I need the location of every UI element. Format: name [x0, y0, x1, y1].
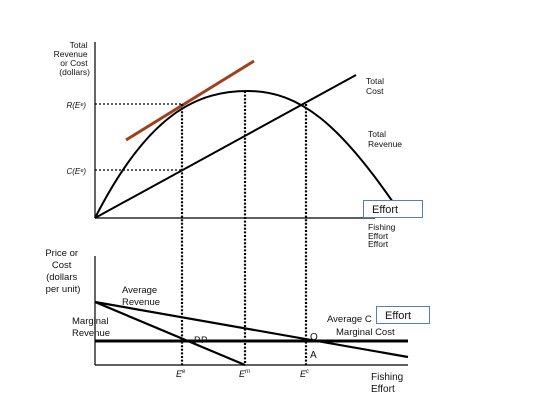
average-revenue-line — [94, 300, 409, 359]
total-revenue-curve — [94, 89, 396, 219]
total-cost-line — [94, 74, 357, 219]
point-a-label: A — [310, 350, 317, 361]
effort-box-top[interactable]: Effort — [363, 200, 423, 218]
point-p-label-second: P — [201, 335, 207, 346]
top-y-axis-label: Total Revenue or Cost (dollars) — [54, 40, 91, 77]
bottom-y-axis-label: Price or Cost (dollars per unit) — [45, 248, 80, 295]
top-x-axis-label: Fishing Effort Effort — [368, 222, 398, 249]
total-cost-label: Total Cost — [366, 76, 386, 96]
cost-at-effort-tick: C(Eᵉ) — [66, 167, 86, 176]
average-revenue-label: Average Revenue — [122, 285, 160, 308]
revenue-at-effort-tick: R(Eᵉ) — [66, 101, 86, 110]
marginal-revenue-label: Marginal Revenue — [72, 316, 111, 339]
effort-box-bottom[interactable]: Effort — [376, 306, 430, 324]
marginal-cost-label: Marginal Cost — [336, 327, 395, 338]
effort-m-tick: Em — [239, 369, 250, 379]
total-revenue-label: Total Revenue — [368, 129, 402, 149]
tangent-line — [125, 59, 255, 142]
marginal-revenue-line — [94, 300, 246, 367]
average-cost-label: Average C — [327, 314, 372, 325]
point-p-label: P — [194, 335, 200, 346]
bottom-x-axis-label: Fishing Effort — [371, 372, 406, 395]
effort-c-tick: Ec — [300, 369, 309, 379]
effort-e-tick: Ee — [176, 369, 186, 379]
point-o-label: O — [310, 332, 318, 343]
